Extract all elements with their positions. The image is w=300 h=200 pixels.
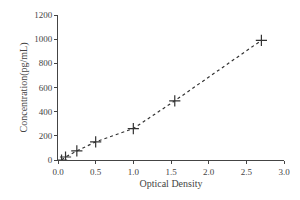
- svg-text:1.0: 1.0: [128, 167, 140, 177]
- svg-text:3.0: 3.0: [278, 167, 290, 177]
- svg-text:1.5: 1.5: [165, 167, 177, 177]
- svg-text:Concentration(pg/mL): Concentration(pg/mL): [18, 43, 30, 133]
- svg-text:1200: 1200: [34, 10, 53, 20]
- svg-text:800: 800: [39, 58, 53, 68]
- svg-text:400: 400: [39, 107, 53, 117]
- svg-text:1000: 1000: [34, 34, 53, 44]
- svg-text:2.5: 2.5: [241, 167, 253, 177]
- svg-text:Optical Density: Optical Density: [139, 178, 202, 189]
- svg-text:600: 600: [39, 83, 53, 93]
- svg-text:2.0: 2.0: [203, 167, 215, 177]
- svg-text:200: 200: [39, 131, 53, 141]
- svg-text:0.0: 0.0: [52, 167, 64, 177]
- svg-text:0.5: 0.5: [90, 167, 102, 177]
- svg-text:0: 0: [48, 155, 53, 165]
